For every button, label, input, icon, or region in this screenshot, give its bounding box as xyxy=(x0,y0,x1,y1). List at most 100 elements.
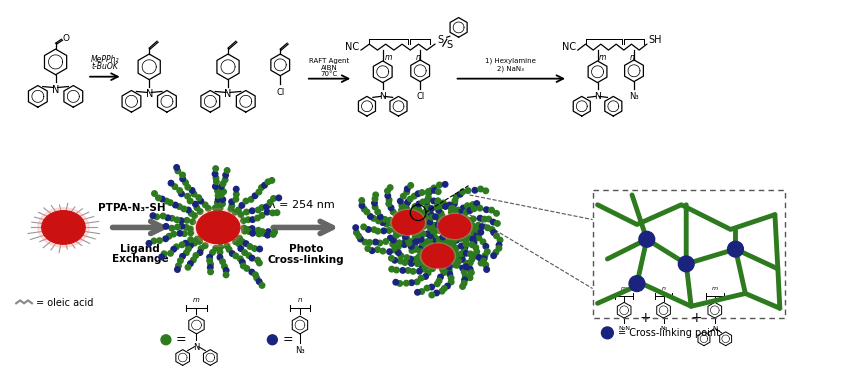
Circle shape xyxy=(152,191,157,196)
Circle shape xyxy=(220,259,225,264)
Circle shape xyxy=(436,237,441,242)
Circle shape xyxy=(483,244,488,249)
Circle shape xyxy=(415,191,421,196)
Circle shape xyxy=(452,238,457,243)
Circle shape xyxy=(368,214,373,219)
Circle shape xyxy=(460,189,465,195)
Circle shape xyxy=(420,199,425,205)
Circle shape xyxy=(207,265,213,270)
Circle shape xyxy=(419,213,425,218)
Circle shape xyxy=(155,195,161,201)
Circle shape xyxy=(442,239,448,245)
Circle shape xyxy=(443,204,448,209)
Circle shape xyxy=(463,260,469,266)
Circle shape xyxy=(436,241,442,247)
Circle shape xyxy=(385,188,390,194)
Circle shape xyxy=(639,231,655,247)
Circle shape xyxy=(456,225,461,230)
Circle shape xyxy=(234,187,239,192)
Circle shape xyxy=(427,258,432,263)
Circle shape xyxy=(372,200,377,206)
Circle shape xyxy=(268,200,273,205)
Circle shape xyxy=(494,233,499,239)
Circle shape xyxy=(191,257,196,263)
Text: t-BuOK: t-BuOK xyxy=(91,62,118,71)
Circle shape xyxy=(460,284,465,289)
Circle shape xyxy=(419,237,424,242)
Circle shape xyxy=(255,215,261,221)
Circle shape xyxy=(223,173,229,178)
Text: =: = xyxy=(176,333,186,346)
Circle shape xyxy=(405,237,411,242)
Circle shape xyxy=(418,230,423,235)
Circle shape xyxy=(259,283,265,288)
Circle shape xyxy=(240,239,245,245)
Circle shape xyxy=(450,243,456,248)
Circle shape xyxy=(187,261,193,266)
Circle shape xyxy=(233,253,238,259)
Circle shape xyxy=(469,270,474,276)
Circle shape xyxy=(432,185,437,191)
Circle shape xyxy=(439,266,445,272)
Circle shape xyxy=(261,182,268,188)
Circle shape xyxy=(436,241,442,247)
Circle shape xyxy=(407,196,413,202)
Circle shape xyxy=(217,249,223,255)
Circle shape xyxy=(496,245,501,251)
Circle shape xyxy=(449,206,454,211)
Circle shape xyxy=(406,241,412,246)
Circle shape xyxy=(394,212,399,218)
Circle shape xyxy=(439,218,444,224)
Circle shape xyxy=(467,275,473,280)
Circle shape xyxy=(183,241,188,246)
Circle shape xyxy=(420,231,426,236)
Circle shape xyxy=(434,281,440,287)
Circle shape xyxy=(439,215,444,221)
Circle shape xyxy=(450,226,457,232)
Circle shape xyxy=(438,274,444,280)
Circle shape xyxy=(197,239,202,244)
Circle shape xyxy=(358,236,363,242)
Text: = Cross-linking point: = Cross-linking point xyxy=(618,328,721,338)
Circle shape xyxy=(453,209,458,215)
Circle shape xyxy=(463,240,469,246)
Circle shape xyxy=(447,237,452,242)
Circle shape xyxy=(387,235,394,241)
Circle shape xyxy=(464,203,470,209)
Circle shape xyxy=(412,237,417,243)
Circle shape xyxy=(496,242,501,248)
Circle shape xyxy=(424,198,430,204)
Circle shape xyxy=(490,219,496,225)
Circle shape xyxy=(456,258,462,264)
Circle shape xyxy=(494,221,501,226)
Circle shape xyxy=(467,208,473,213)
Circle shape xyxy=(452,198,457,203)
Circle shape xyxy=(392,245,398,251)
Circle shape xyxy=(220,181,226,187)
Circle shape xyxy=(419,245,424,250)
Circle shape xyxy=(481,239,486,245)
Text: n: n xyxy=(662,287,665,291)
Circle shape xyxy=(400,193,406,199)
Circle shape xyxy=(179,218,184,223)
Circle shape xyxy=(435,203,440,209)
Circle shape xyxy=(159,254,164,260)
Circle shape xyxy=(446,268,452,273)
Circle shape xyxy=(398,258,403,264)
Circle shape xyxy=(450,239,455,244)
Circle shape xyxy=(428,211,433,217)
Circle shape xyxy=(432,188,438,193)
Circle shape xyxy=(269,178,274,183)
Circle shape xyxy=(442,286,447,291)
Text: =: = xyxy=(282,333,293,346)
Circle shape xyxy=(410,226,416,232)
Circle shape xyxy=(421,244,426,249)
Circle shape xyxy=(477,215,482,221)
Circle shape xyxy=(419,289,425,294)
Circle shape xyxy=(375,218,381,224)
Circle shape xyxy=(448,240,454,245)
Circle shape xyxy=(445,232,450,238)
Circle shape xyxy=(446,253,452,258)
Circle shape xyxy=(437,259,442,264)
Ellipse shape xyxy=(391,209,426,236)
